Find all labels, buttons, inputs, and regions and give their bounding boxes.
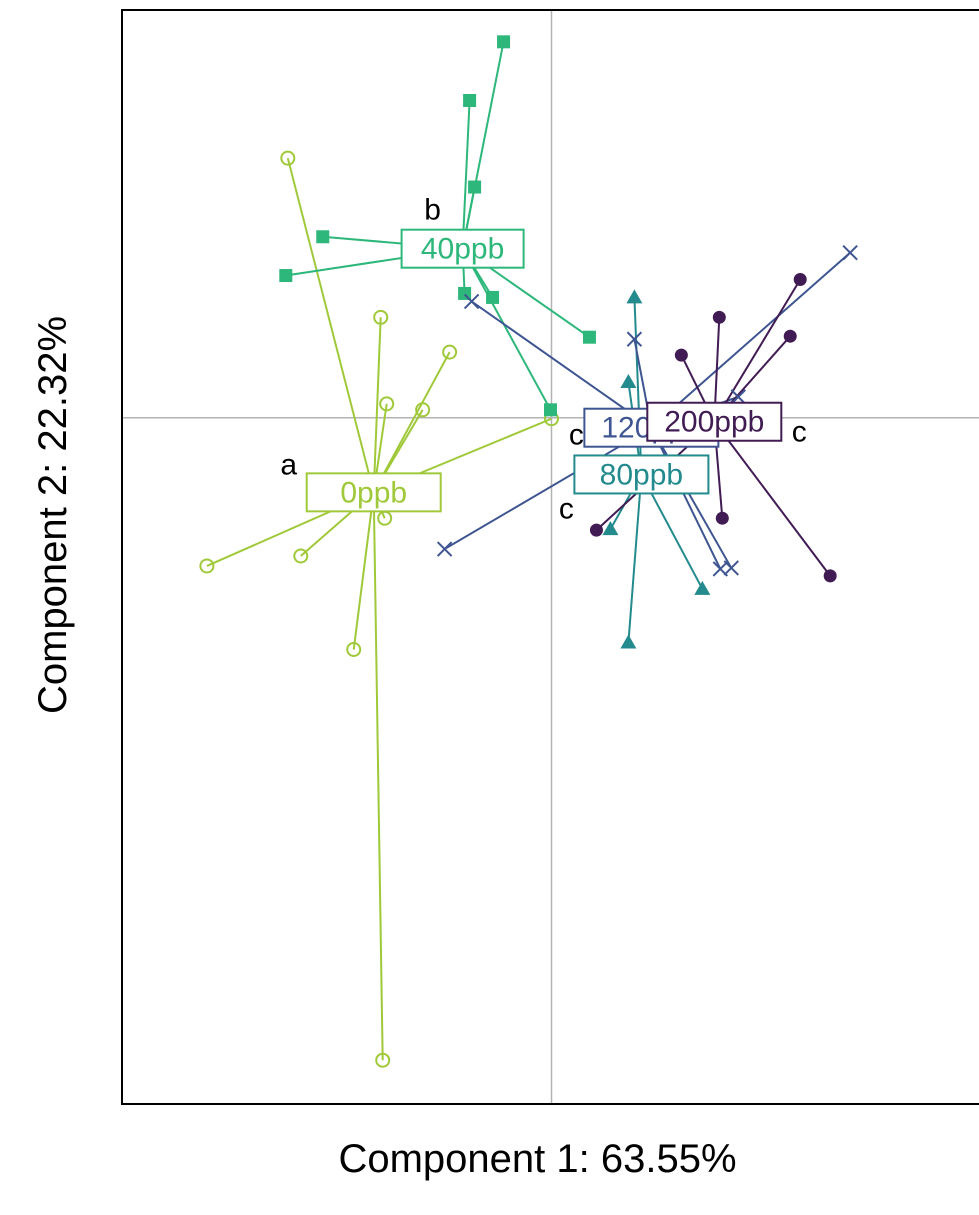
spider-segment-0ppb [286,157,375,493]
point-40ppb [316,230,330,244]
spider-segment-120ppb [650,427,722,570]
group-label-text: 80ppb [600,458,683,491]
spider-segment-120ppb [650,427,733,569]
group-label-box [646,401,783,442]
spider-segment-80ppb [627,474,643,643]
group-label-box [305,472,442,513]
point-80ppb [602,521,619,536]
group-label-200ppb: 200ppb [646,401,783,442]
spider-segment-0ppb [352,492,375,650]
plot-border [121,9,979,1105]
point-40ppb [544,403,558,417]
group-label-0ppb: 0ppb [305,472,442,513]
spider-segment-200ppb [713,421,831,577]
point-40ppb [279,269,293,283]
significance-letter-200ppb: c [792,416,807,449]
point-200ppb [712,310,726,324]
point-200ppb [589,523,603,537]
point-80ppb [694,580,711,595]
point-120ppb [842,244,858,261]
spider-segment-0ppb [372,492,384,1061]
point-40ppb [468,180,482,194]
spider-segment-0ppb [372,317,382,493]
plot-content: 0ppba40ppbb80ppbc120ppbc200ppbc [122,10,979,1104]
point-0ppb [346,641,362,657]
plot-area: 0ppba40ppbb80ppbc120ppbc200ppbc [121,9,979,1105]
point-200ppb [783,329,797,343]
point-0ppb [293,548,309,564]
group-label-text: 200ppb [664,406,764,439]
point-0ppb [415,402,431,418]
point-40ppb [486,290,500,304]
group-label-40ppb: 40ppb [400,228,525,269]
point-120ppb [723,560,739,576]
point-120ppb [730,389,746,405]
point-200ppb [674,348,688,362]
point-40ppb [497,35,511,49]
significance-letter-40ppb: b [424,194,441,227]
spider-segment-120ppb [471,300,652,429]
spider-segment-120ppb [650,251,851,429]
significance-letter-0ppb: a [280,448,297,481]
point-0ppb [199,558,215,574]
point-120ppb [436,541,453,557]
group-label-text: 40ppb [421,233,504,266]
point-0ppb [375,1052,391,1068]
significance-letter-120ppb: c [569,419,584,452]
point-40ppb [582,330,596,344]
point-200ppb [715,511,729,525]
significance-letter-80ppb: c [559,492,574,525]
point-0ppb [379,396,395,412]
spider-segment-200ppb [713,279,802,423]
point-80ppb [620,373,637,388]
spider-segment-0ppb [372,351,451,493]
spider-segment-40ppb [461,100,471,249]
point-0ppb [280,150,296,166]
point-120ppb [626,331,643,347]
point-80ppb [626,289,643,304]
group-label-80ppb: 80ppb [573,454,710,495]
spider-segment-40ppb [461,248,552,411]
y-axis-title: Component 2: 22.32% [31,316,75,714]
group-label-box [400,228,525,269]
group-label-text: 0ppb [340,476,407,509]
point-0ppb [442,344,458,360]
point-200ppb [823,569,837,583]
point-40ppb [463,94,477,108]
group-label-box [573,454,710,495]
spider-segment-120ppb [444,426,652,550]
point-120ppb [463,293,480,310]
point-80ppb [620,634,637,649]
point-0ppb [373,309,389,325]
point-200ppb [793,273,807,287]
x-axis-title: Component 1: 63.55% [338,1137,736,1181]
